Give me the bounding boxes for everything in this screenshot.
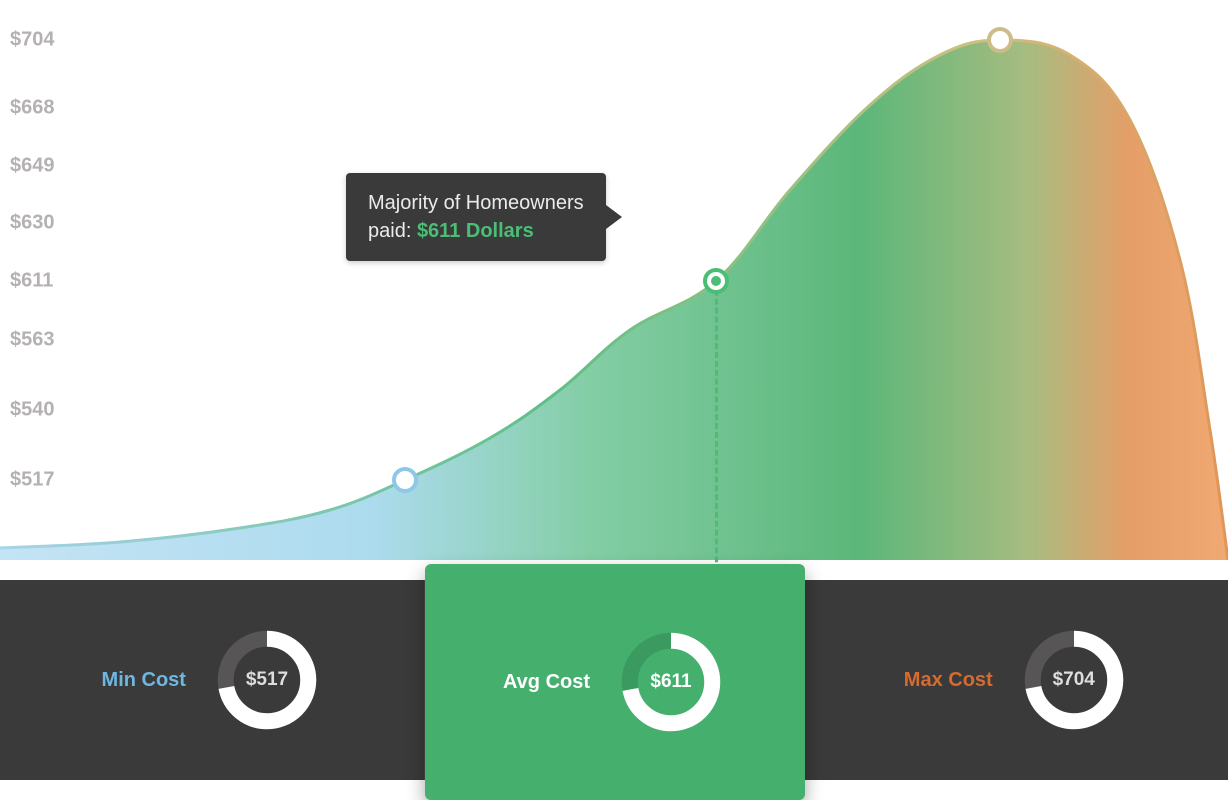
- max-cost-donut: $704: [1019, 625, 1129, 735]
- tooltip-amount: $611 Dollars: [417, 220, 534, 242]
- min-cost-label: Min Cost: [102, 669, 186, 692]
- y-tick: $517: [10, 468, 55, 491]
- min-cost-donut: $517: [212, 625, 322, 735]
- avg-guide-line: [715, 281, 718, 580]
- tooltip-line2-prefix: paid:: [368, 220, 417, 242]
- tooltip-line1: Majority of Homeowners: [368, 189, 584, 217]
- min-cost-card: Min Cost $517: [0, 580, 425, 780]
- avg-cost-value: $611: [616, 627, 726, 737]
- max-cost-card: Max Cost $704: [805, 580, 1228, 780]
- avg-cost-donut: $611: [616, 627, 726, 737]
- avg-cost-card: Avg Cost $611: [425, 564, 805, 800]
- min-marker: [392, 467, 418, 493]
- tooltip-line2: paid: $611 Dollars: [368, 217, 584, 245]
- cost-distribution-chart: $704 $668 $649 $630 $611 $563 $540 $517 Majorit…: [0, 0, 1228, 800]
- y-tick: $540: [10, 398, 55, 421]
- max-marker: [987, 27, 1013, 53]
- summary-cards: Min Cost $517 Avg Cost $611: [0, 580, 1228, 780]
- y-tick: $611: [10, 269, 53, 292]
- avg-cost-label: Avg Cost: [503, 671, 590, 694]
- plot-area: $704 $668 $649 $630 $611 $563 $540 $517 Majorit…: [0, 0, 1228, 580]
- y-tick: $649: [10, 154, 55, 177]
- area-curve-svg: [0, 0, 1228, 580]
- avg-tooltip: Majority of Homeowners paid: $611 Dollar…: [346, 173, 606, 261]
- max-cost-label: Max Cost: [904, 669, 993, 692]
- min-cost-value: $517: [212, 625, 322, 735]
- max-cost-value: $704: [1019, 625, 1129, 735]
- y-tick: $563: [10, 329, 55, 352]
- y-tick: $704: [10, 28, 55, 51]
- y-tick: $630: [10, 212, 55, 235]
- y-tick: $668: [10, 97, 55, 120]
- avg-cost-surface: Avg Cost $611: [425, 564, 805, 800]
- avg-marker: [703, 268, 729, 294]
